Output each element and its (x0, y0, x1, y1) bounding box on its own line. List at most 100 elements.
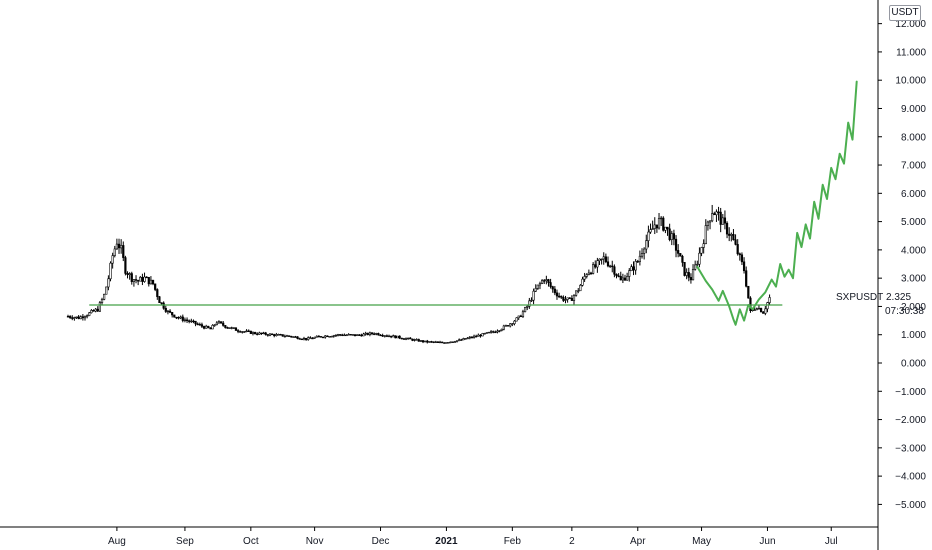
candle-body (583, 276, 586, 280)
candle-body (515, 317, 518, 322)
x-tick-label: Oct (243, 536, 259, 547)
candle-body (566, 297, 569, 300)
y-tick-label: 9.000 (901, 104, 926, 115)
candle-body (438, 341, 442, 344)
candle-body (317, 335, 320, 338)
y-tick-label: −3.000 (895, 443, 926, 454)
candle-body (258, 332, 261, 335)
candle-body (742, 261, 746, 272)
candle-body (232, 327, 235, 329)
candle-body (277, 334, 280, 336)
y-tick-label: −1.000 (895, 387, 926, 398)
candle-body (160, 302, 163, 304)
candle-body (677, 250, 680, 254)
candle-body (396, 335, 399, 339)
candle-body (402, 338, 406, 340)
candle-body (122, 245, 125, 258)
candle-body (553, 288, 556, 294)
candle-body (328, 336, 331, 338)
candle-body (691, 269, 695, 281)
candle-body (732, 234, 735, 241)
candle-body (498, 330, 501, 332)
candle-body (166, 310, 170, 313)
last-price-value: 2.325 (886, 292, 912, 303)
candle-body (366, 332, 369, 336)
candle-body (302, 337, 306, 340)
candle-body (71, 317, 74, 319)
candle-body (464, 338, 467, 340)
candle-body (275, 334, 278, 337)
candle-body (94, 308, 97, 312)
candle-body (360, 334, 363, 337)
candle-body (222, 322, 225, 326)
candle-body (381, 335, 384, 337)
candle-body (90, 310, 93, 314)
candle-body (640, 253, 644, 257)
candle-body (519, 315, 522, 318)
candle-body (358, 334, 361, 336)
candle-body (336, 334, 340, 336)
candle-body (362, 333, 365, 337)
candle-body (674, 238, 678, 251)
candle-body (262, 332, 265, 334)
candle-body (158, 296, 161, 303)
candle-body (343, 334, 346, 337)
candle-body (154, 283, 157, 290)
candle-body (594, 264, 597, 268)
candle-body (426, 340, 429, 343)
candle-body (628, 270, 631, 277)
candle-body (120, 245, 123, 249)
candle-body (415, 339, 418, 341)
candle-body (666, 226, 669, 230)
candle-body (407, 337, 410, 340)
candle-body (453, 341, 457, 343)
candle-body (747, 285, 750, 299)
axes (0, 0, 879, 550)
candle-body (215, 322, 218, 326)
candle-body (266, 334, 269, 336)
candle-body (702, 243, 705, 248)
x-tick-label: May (692, 536, 711, 547)
candle-body (664, 226, 667, 231)
candle-body (413, 339, 416, 341)
candle-body (668, 228, 671, 240)
x-axis-ticks: Aug Sep Oct Nov Dec 2021 Feb 2 Apr May Jun Jul (108, 527, 838, 547)
candle-body (115, 243, 118, 250)
candle-body (398, 335, 401, 339)
candle-body (177, 317, 180, 319)
candle-body (181, 316, 184, 321)
candle-body (579, 285, 582, 292)
candle-body (458, 339, 461, 341)
candle-body (560, 296, 563, 298)
candle-body (370, 332, 374, 335)
candle-body (417, 339, 420, 342)
candle-body (260, 332, 263, 335)
y-tick-label: 8.000 (901, 132, 926, 143)
candle-body (681, 255, 684, 263)
candle-body (234, 327, 238, 331)
candle-body (230, 327, 233, 329)
candle-body (526, 306, 529, 308)
candle-body (432, 341, 435, 343)
candle-body (194, 320, 197, 325)
candle-body (390, 335, 393, 338)
candle-body (551, 286, 554, 290)
candle-body (734, 239, 737, 245)
currency-badge[interactable]: USDT (889, 5, 921, 21)
candle-body (523, 307, 527, 313)
candle-body (219, 321, 223, 324)
x-tick-label: Nov (306, 536, 324, 547)
candle-body (290, 335, 293, 338)
y-tick-label: −5.000 (895, 500, 926, 511)
candle-body (273, 334, 276, 337)
candle-body (532, 290, 535, 301)
candle-body (696, 263, 699, 266)
candle-body (209, 327, 212, 330)
candle-body (309, 337, 312, 339)
candle-body (536, 284, 539, 289)
candle-body (409, 337, 412, 340)
candle-body (483, 333, 486, 335)
bar-countdown: 07:30:38 (885, 306, 924, 317)
candle-body (721, 217, 724, 225)
